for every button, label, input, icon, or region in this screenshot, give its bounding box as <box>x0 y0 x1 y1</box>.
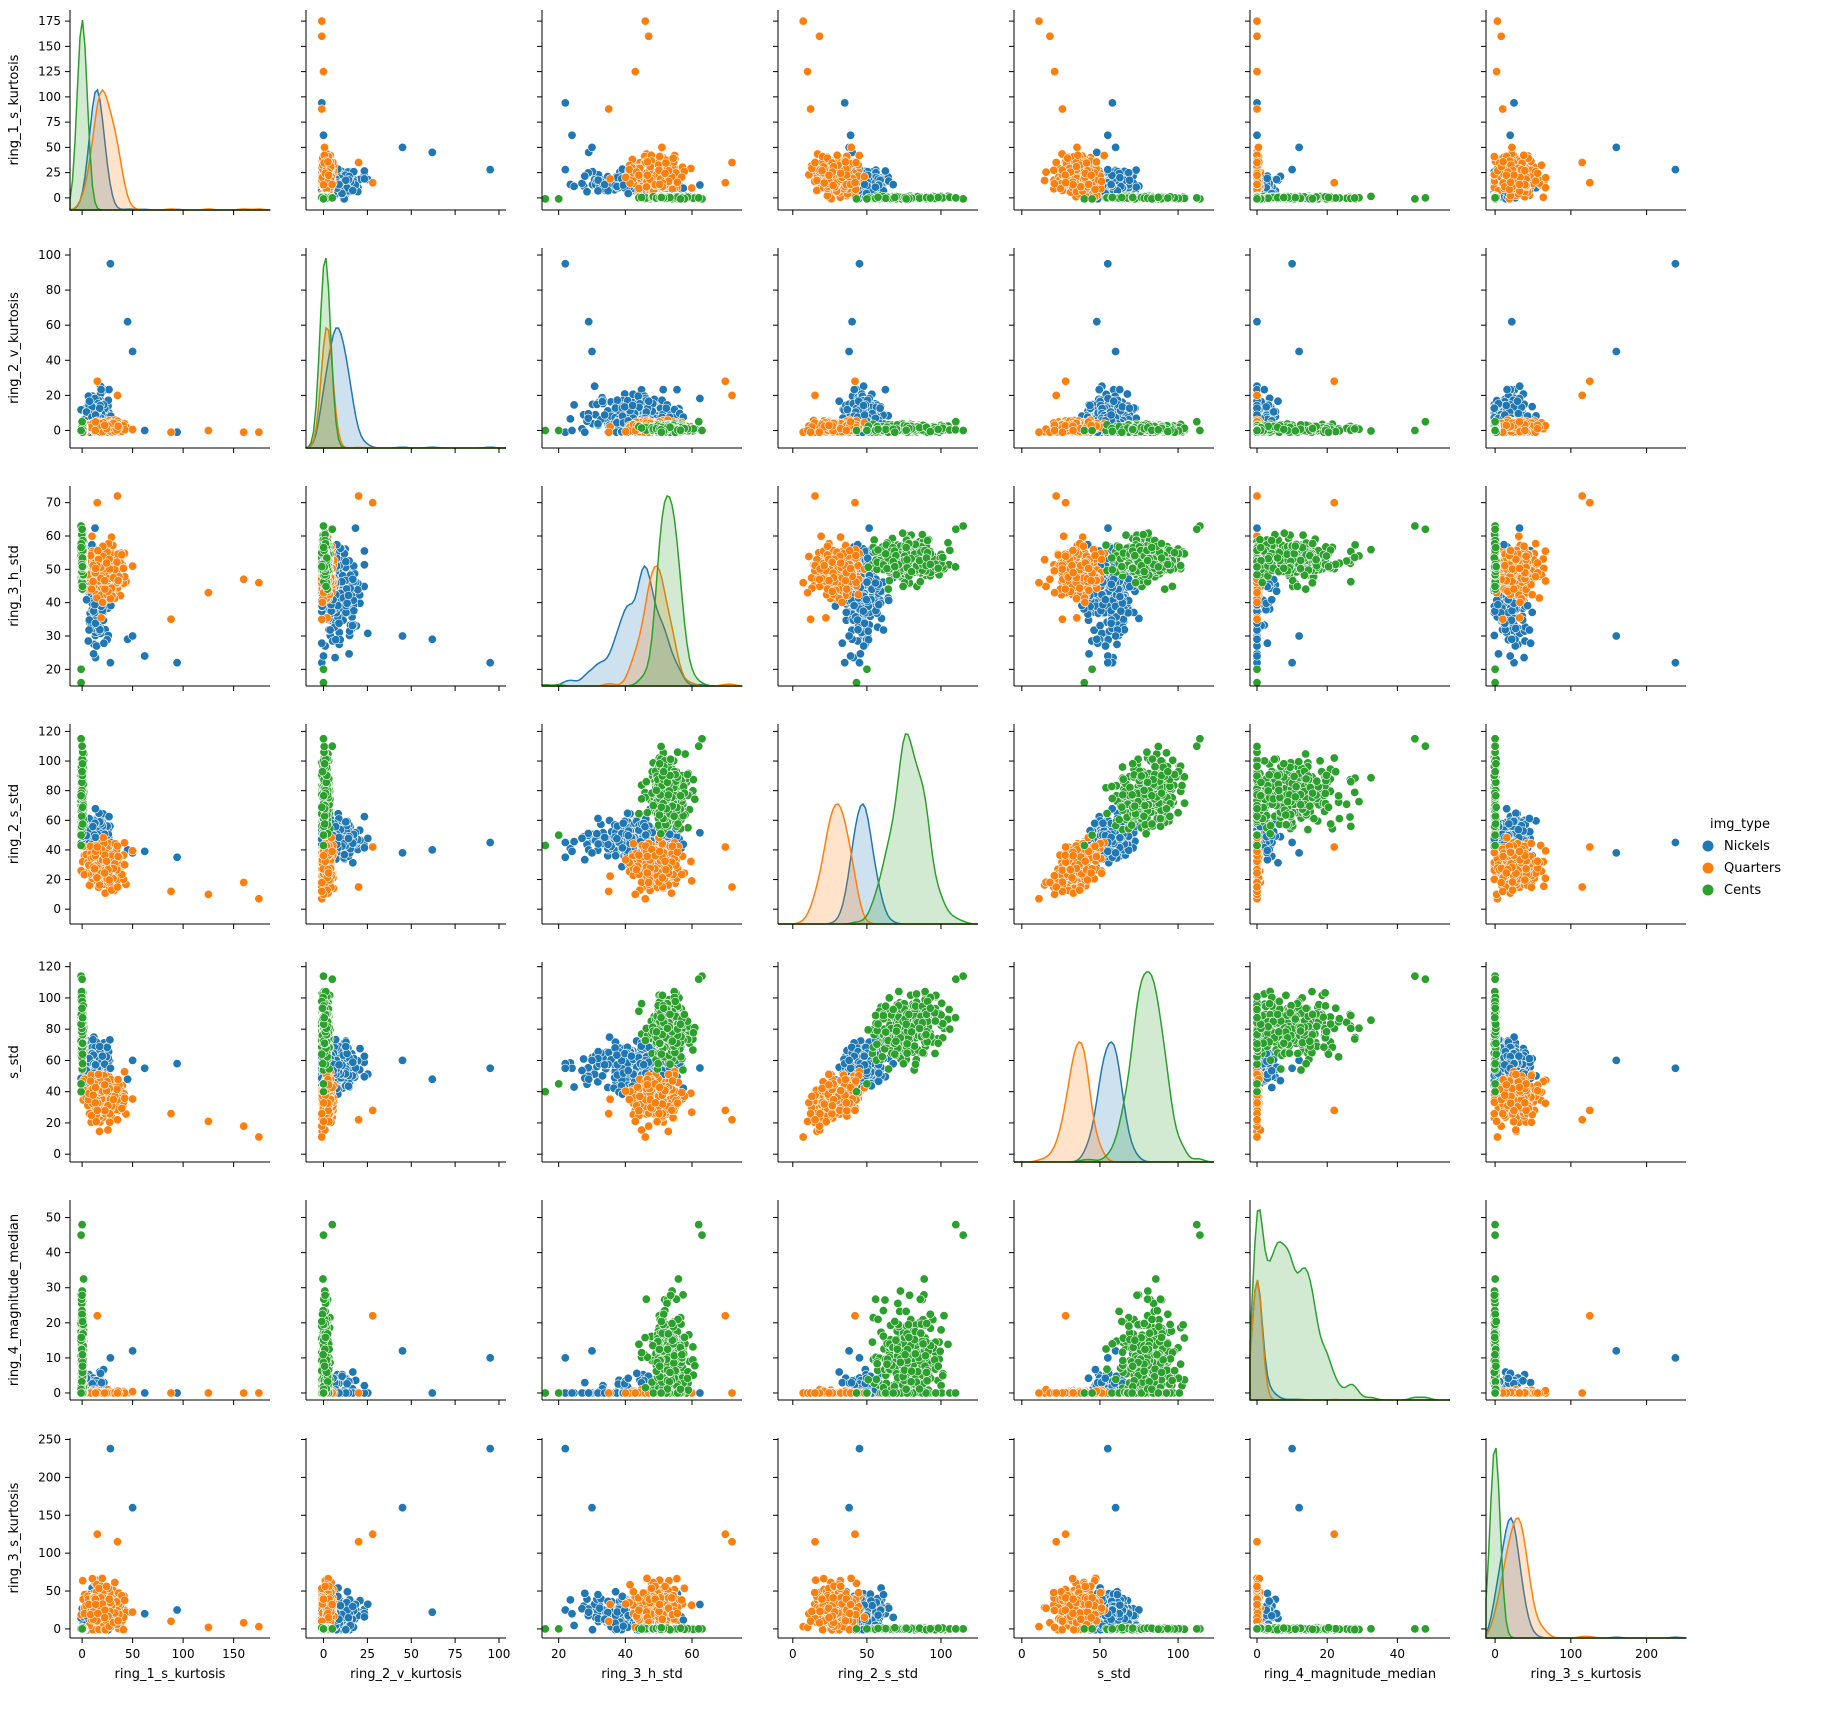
point-quarters <box>645 32 653 40</box>
kde-quarters-ring_1_s_kurtosis <box>70 90 270 210</box>
point-quarters <box>354 158 362 166</box>
point-nickels <box>594 187 602 195</box>
point-nickels <box>581 172 589 180</box>
point-quarters <box>318 17 326 25</box>
point-quarters <box>673 178 681 186</box>
point-quarters <box>658 143 666 151</box>
pair-cell-ring_1_s_kurtosis-vs-ring_2_v_kurtosis <box>301 10 506 215</box>
point-quarters <box>642 183 650 191</box>
point-nickels <box>696 181 704 189</box>
point-cents <box>319 195 327 203</box>
point-quarters <box>641 17 649 25</box>
point-quarters <box>661 169 669 177</box>
point-nickels <box>624 189 632 197</box>
point-nickels <box>881 167 889 175</box>
point-quarters <box>621 173 629 181</box>
pair-cell-ring_1_s_kurtosis-vs-ring_2_s_std <box>773 10 978 215</box>
point-quarters <box>688 184 696 192</box>
point-nickels <box>319 131 327 139</box>
point-quarters <box>643 171 651 179</box>
point-quarters <box>635 171 643 179</box>
point-quarters <box>721 179 729 187</box>
point-nickels <box>360 175 368 183</box>
point-nickels <box>561 99 569 107</box>
point-quarters <box>324 158 332 166</box>
point-cents <box>657 193 665 201</box>
point-nickels <box>568 131 576 139</box>
point-cents <box>637 193 645 201</box>
point-quarters <box>606 175 614 183</box>
point-cents <box>695 194 703 202</box>
point-quarters <box>318 32 326 40</box>
point-nickels <box>486 165 494 173</box>
point-quarters <box>319 67 327 75</box>
point-quarters <box>605 105 613 113</box>
point-cents <box>328 194 336 202</box>
point-quarters <box>631 67 639 75</box>
point-nickels <box>349 186 357 194</box>
point-nickels <box>583 188 591 196</box>
point-quarters <box>319 181 327 189</box>
point-quarters <box>669 154 677 162</box>
point-nickels <box>398 143 406 151</box>
point-quarters <box>328 180 336 188</box>
point-cents <box>555 195 563 203</box>
point-quarters <box>655 180 663 188</box>
pair-cell-ring_1_s_kurtosis-vs-ring_3_h_std <box>537 10 742 215</box>
point-nickels <box>428 148 436 156</box>
point-quarters <box>643 158 651 166</box>
point-cents <box>676 195 684 203</box>
point-quarters <box>728 158 736 166</box>
point-quarters <box>655 152 663 160</box>
point-quarters <box>635 184 643 192</box>
point-quarters <box>662 159 670 167</box>
point-quarters <box>324 171 332 179</box>
point-nickels <box>360 167 368 175</box>
point-quarters <box>318 105 326 113</box>
point-nickels <box>588 143 596 151</box>
point-nickels <box>570 182 578 190</box>
point-nickels <box>561 165 569 173</box>
point-quarters <box>369 179 377 187</box>
pair-cell-ring_1_s_kurtosis-vs-ring_1_s_kurtosis <box>65 10 270 215</box>
point-quarters <box>320 143 328 151</box>
